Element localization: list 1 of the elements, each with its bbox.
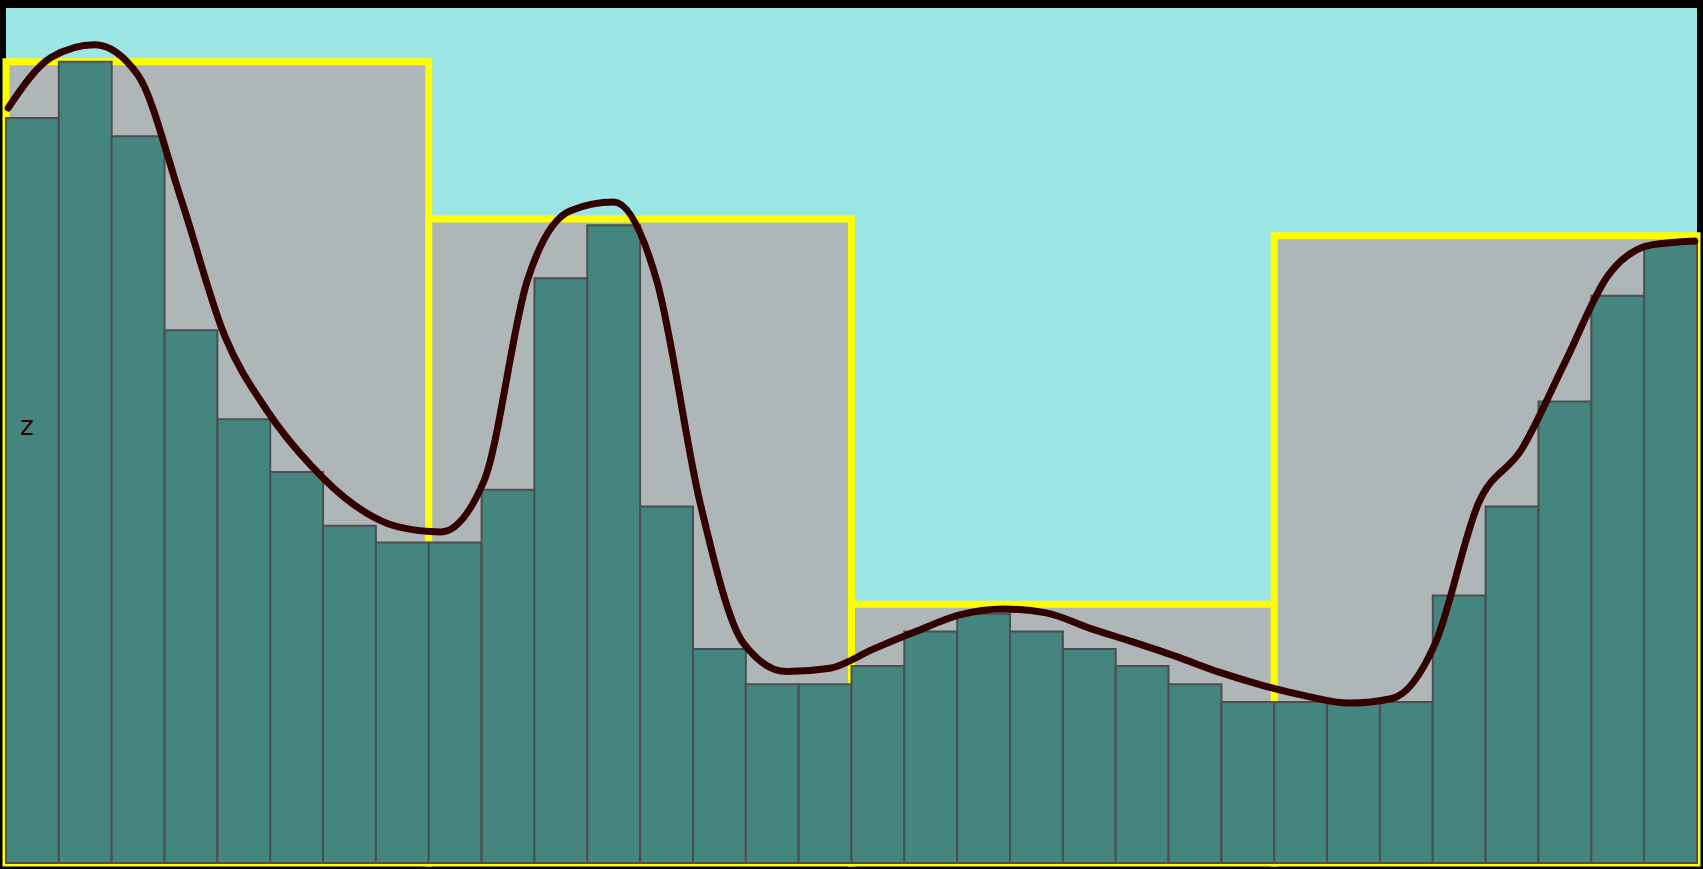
y-axis-title: z [20,410,34,441]
